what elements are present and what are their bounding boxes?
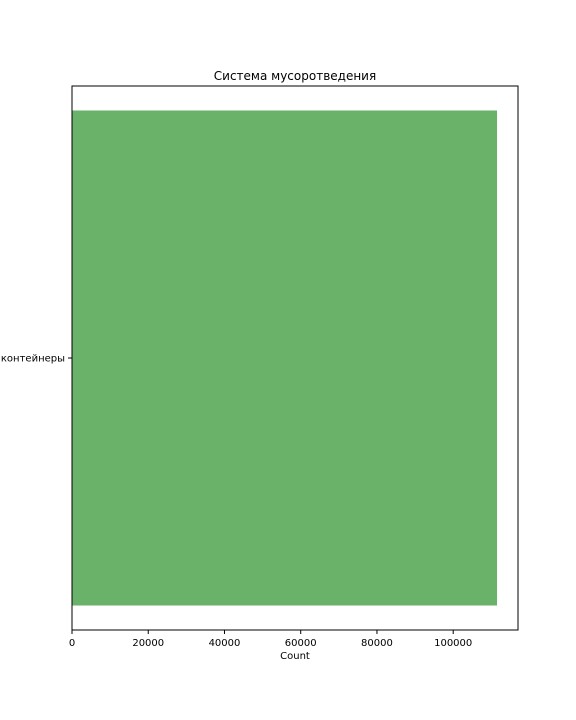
bar	[72, 110, 498, 606]
x-tick-label: 0	[69, 638, 75, 649]
chart-title: Система мусоротведения	[214, 69, 376, 83]
x-axis-label: Count	[280, 651, 310, 662]
x-tick-label: 100000	[434, 638, 472, 649]
x-tick-label: 20000	[132, 638, 164, 649]
x-tick-label: 60000	[285, 638, 317, 649]
x-tick-label: 40000	[209, 638, 241, 649]
y-tick-label: контейнеры	[1, 354, 65, 365]
x-tick-label: 80000	[361, 638, 393, 649]
